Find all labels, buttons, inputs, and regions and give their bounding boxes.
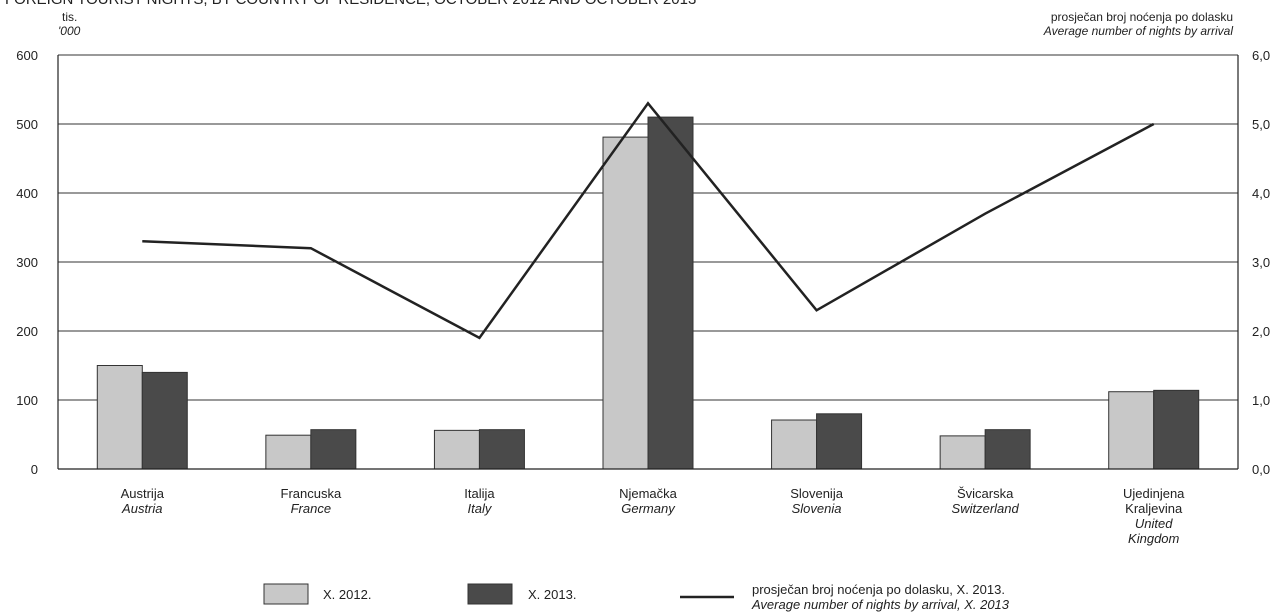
right-tick-label: 2,0 <box>1252 324 1270 339</box>
chart-title: FOREIGN TOURIST NIGHTS, BY COUNTRY OF RE… <box>5 0 696 8</box>
legend-label-line-en: Average number of nights by arrival, X. … <box>751 597 1010 612</box>
right-axis-label-en: Average number of nights by arrival <box>1043 24 1234 38</box>
left-tick-label: 100 <box>16 393 38 408</box>
legend-label-2013: X. 2013. <box>528 587 576 602</box>
bar-2013 <box>1153 389 1200 470</box>
left-axis-ticks: 0 100 200 300 400 500 600 <box>16 48 38 477</box>
left-tick-label: 500 <box>16 117 38 132</box>
axes <box>57 55 1239 470</box>
bar-2012 <box>939 435 986 470</box>
right-tick-label: 3,0 <box>1252 255 1270 270</box>
left-tick-label: 0 <box>31 462 38 477</box>
left-tick-label: 600 <box>16 48 38 63</box>
right-tick-label: 4,0 <box>1252 186 1270 201</box>
category-label: Austrija Austria <box>121 486 165 516</box>
category-label: Švicarska Switzerland <box>952 486 1020 516</box>
legend-swatch-2012 <box>263 583 309 605</box>
bars <box>96 116 1200 470</box>
right-tick-label: 5,0 <box>1252 117 1270 132</box>
bar-2012 <box>265 434 312 470</box>
legend-swatch-2013 <box>467 583 513 605</box>
category-label: Francuska France <box>281 486 342 516</box>
bar-2013 <box>478 429 525 470</box>
category-label: Italija Italy <box>464 486 495 516</box>
legend: X. 2012. X. 2013. prosječan broj noćenja… <box>263 582 1010 612</box>
left-axis-unit-en: '000 <box>58 24 81 38</box>
bar-2012 <box>433 429 480 470</box>
category-label: Njemačka Germany <box>619 486 678 516</box>
bar-2013 <box>310 429 357 470</box>
right-tick-label: 1,0 <box>1252 393 1270 408</box>
average-nights-line <box>142 101 1155 340</box>
legend-label-line-hr: prosječan broj noćenja po dolasku, X. 20… <box>752 582 1005 597</box>
left-axis-unit-hr: tis. <box>62 10 77 24</box>
bar-2013 <box>984 429 1031 470</box>
bar-2013 <box>647 116 694 470</box>
right-axis-label-hr: prosječan broj noćenja po dolasku <box>1051 10 1233 24</box>
bar-2013 <box>816 413 863 470</box>
legend-label-2012: X. 2012. <box>323 587 371 602</box>
category-labels: Austrija Austria Francuska France Italija Ita… <box>121 486 1186 546</box>
category-label: Ujedinjena Kraljevina United Kingdom <box>1123 486 1185 546</box>
right-tick-label: 0,0 <box>1252 462 1270 477</box>
bar-2012 <box>1108 391 1155 470</box>
right-tick-label: 6,0 <box>1252 48 1270 63</box>
left-tick-label: 400 <box>16 186 38 201</box>
bar-2013 <box>141 371 188 470</box>
bar-2012 <box>771 419 818 470</box>
bar-2012 <box>96 365 143 470</box>
left-tick-label: 200 <box>16 324 38 339</box>
category-label: Slovenija Slovenia <box>790 486 844 516</box>
bar-2012 <box>602 136 649 470</box>
left-tick-label: 300 <box>16 255 38 270</box>
right-axis-ticks: 0,0 1,0 2,0 3,0 4,0 5,0 6,0 <box>1252 48 1270 477</box>
